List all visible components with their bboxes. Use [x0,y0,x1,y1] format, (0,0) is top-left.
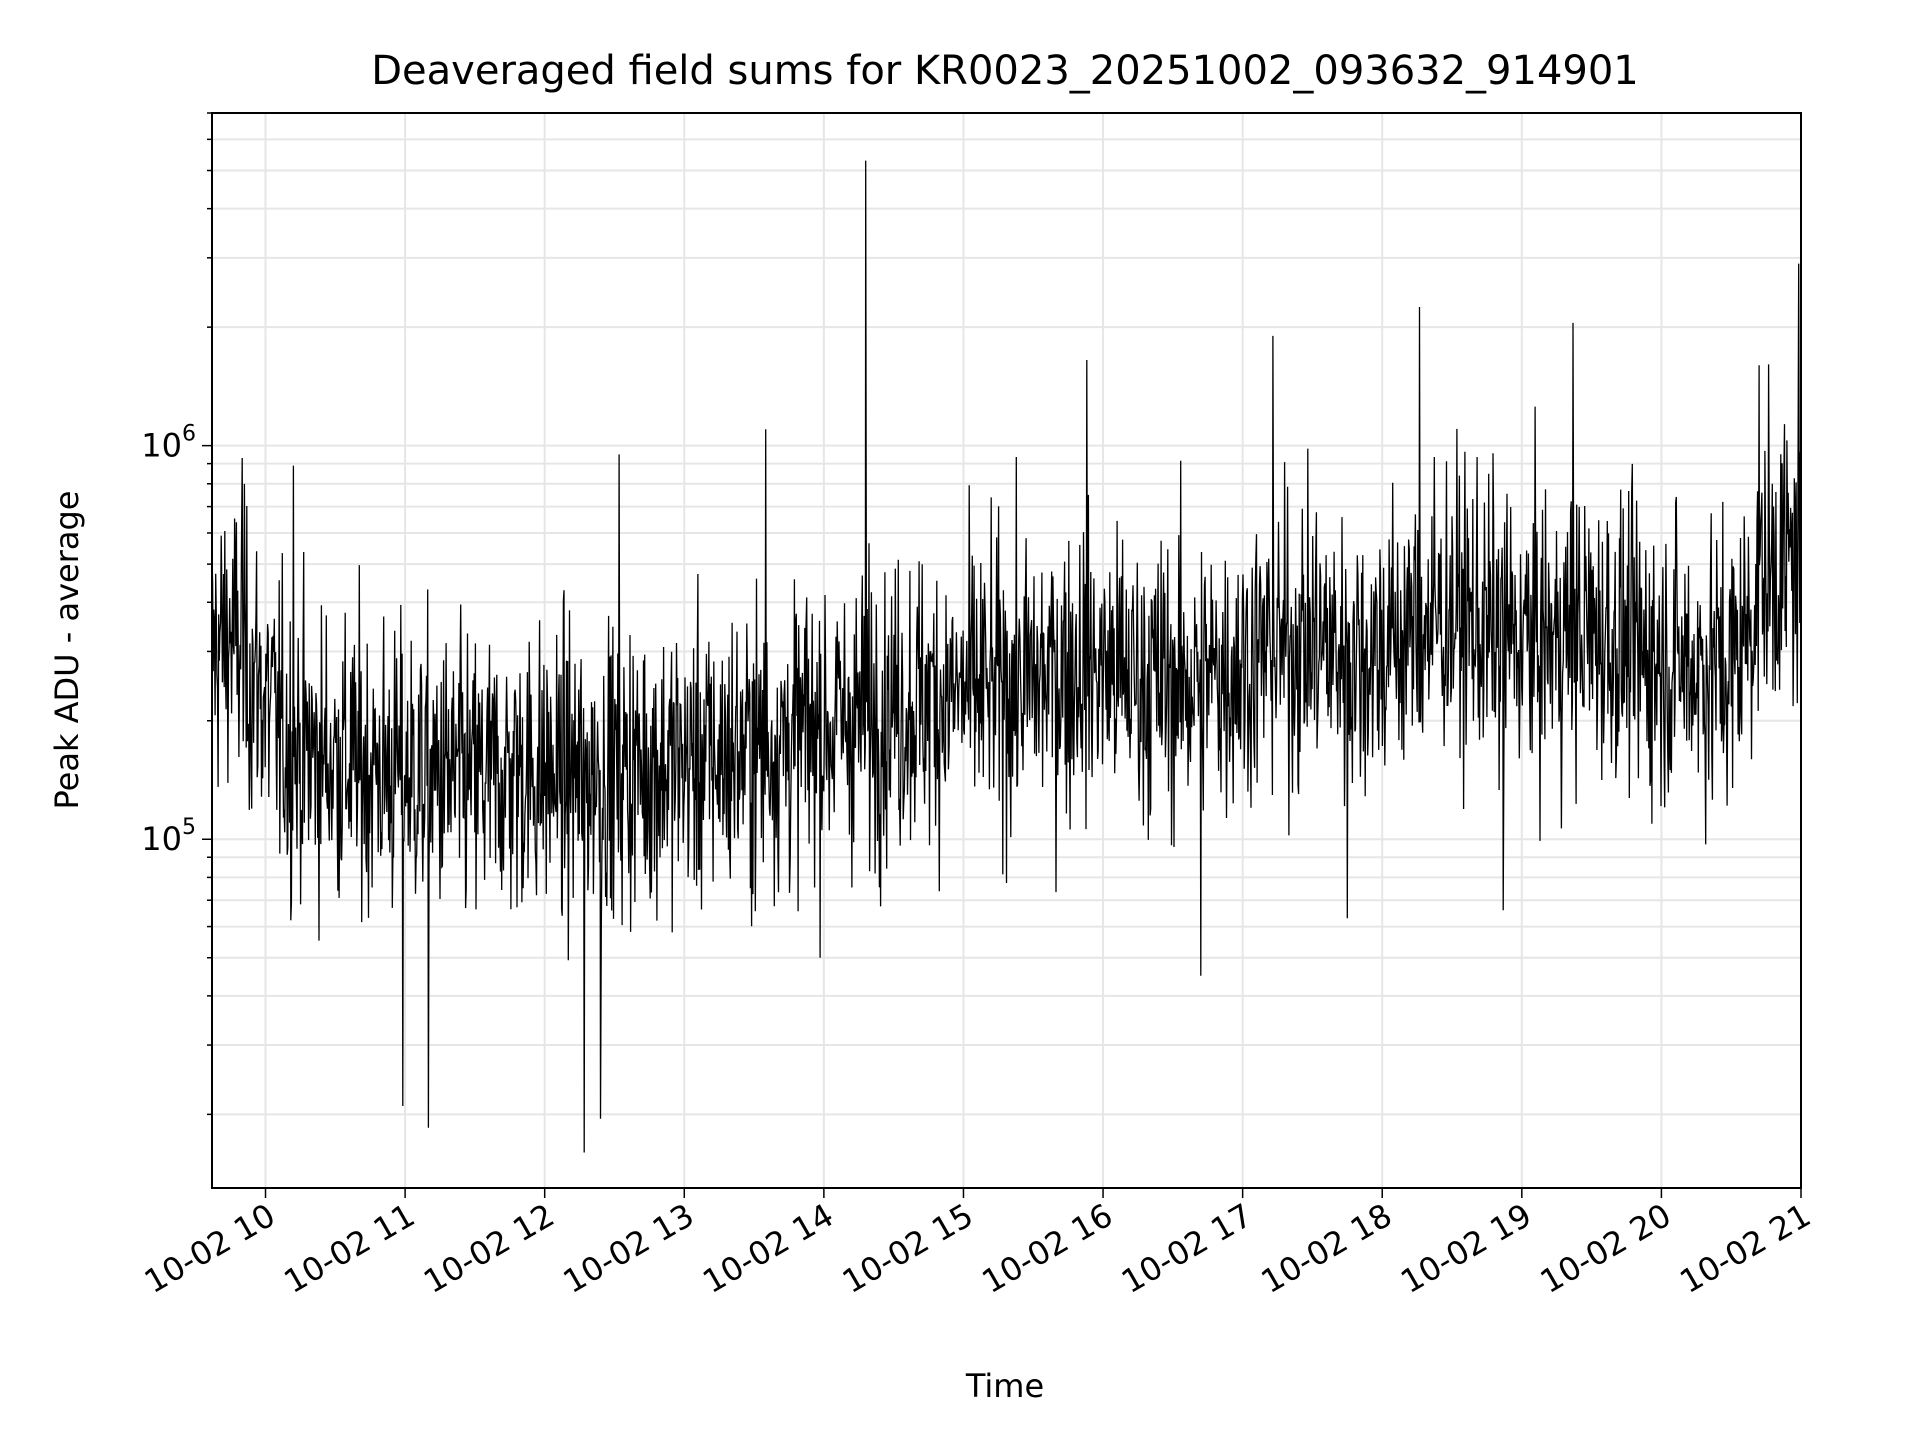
series-line [211,160,1802,1153]
y-axis-label: Peak ADU - average [48,491,86,810]
y-tick-label-base: 10 [141,427,182,465]
x-axis-label: Time [965,1367,1044,1405]
series-trace [211,160,1802,1153]
y-tick-label: 105 [141,815,196,858]
plot-area-frame [211,112,1802,1189]
y-tick-label-base: 10 [141,820,182,858]
chart-title: Deaveraged field sums for KR0023_2025100… [371,48,1639,94]
y-tick-label: 106 [141,422,196,465]
y-tick-label-exponent: 5 [182,815,196,840]
y-tick-label-exponent: 6 [182,422,196,447]
